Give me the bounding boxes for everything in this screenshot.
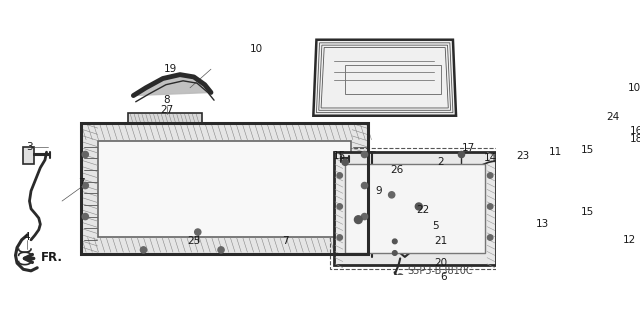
Circle shape — [195, 229, 201, 235]
Bar — [128, 113, 202, 123]
Text: 22: 22 — [416, 205, 429, 215]
Circle shape — [415, 203, 422, 210]
Polygon shape — [133, 75, 211, 95]
Text: 15: 15 — [581, 145, 595, 155]
Text: 3: 3 — [26, 142, 33, 152]
Bar — [367, 183, 377, 218]
Circle shape — [337, 173, 342, 178]
Text: 17: 17 — [462, 143, 475, 153]
Circle shape — [524, 158, 531, 166]
Circle shape — [362, 151, 367, 158]
Circle shape — [355, 216, 362, 224]
Text: 26: 26 — [390, 165, 404, 175]
Bar — [81, 123, 369, 254]
Circle shape — [342, 159, 348, 165]
Circle shape — [611, 227, 618, 233]
Circle shape — [362, 214, 367, 220]
Text: 10: 10 — [250, 44, 262, 54]
Text: 11: 11 — [548, 147, 562, 157]
Circle shape — [593, 120, 601, 127]
Text: 6: 6 — [440, 272, 447, 282]
Text: S5P3-B3810C: S5P3-B3810C — [408, 266, 473, 276]
Text: 5: 5 — [433, 221, 439, 231]
Circle shape — [362, 182, 367, 189]
Text: 10: 10 — [628, 83, 640, 93]
Circle shape — [337, 235, 342, 240]
Bar — [81, 123, 369, 254]
Circle shape — [337, 204, 342, 209]
Polygon shape — [314, 40, 456, 116]
Bar — [333, 152, 497, 265]
Bar — [23, 147, 34, 164]
Text: 4: 4 — [24, 232, 31, 242]
Circle shape — [388, 192, 395, 198]
Circle shape — [82, 182, 88, 189]
Bar — [99, 141, 351, 237]
Text: 14: 14 — [484, 153, 497, 163]
Circle shape — [488, 204, 493, 209]
Circle shape — [580, 214, 586, 220]
Circle shape — [500, 154, 508, 161]
Text: 16: 16 — [629, 126, 640, 136]
Bar — [345, 164, 484, 253]
Text: 20: 20 — [434, 258, 447, 268]
Text: 9: 9 — [375, 186, 382, 196]
Text: 21: 21 — [434, 236, 447, 246]
Circle shape — [392, 251, 397, 255]
Bar — [601, 195, 628, 237]
Circle shape — [82, 214, 88, 220]
Circle shape — [458, 151, 465, 158]
Circle shape — [397, 274, 403, 280]
Text: 18: 18 — [629, 134, 640, 144]
Circle shape — [611, 198, 618, 204]
Circle shape — [392, 239, 397, 244]
Circle shape — [488, 235, 493, 240]
Text: 2: 2 — [437, 157, 444, 167]
Text: 23: 23 — [516, 151, 529, 161]
Bar — [330, 148, 500, 268]
Bar — [384, 235, 406, 265]
Circle shape — [488, 173, 493, 178]
Text: 15: 15 — [333, 151, 346, 161]
Text: 15: 15 — [581, 207, 595, 217]
Text: 7: 7 — [78, 178, 84, 188]
Circle shape — [140, 247, 147, 253]
Circle shape — [82, 151, 88, 158]
Circle shape — [580, 154, 586, 161]
Text: 7: 7 — [282, 236, 289, 246]
Text: 8: 8 — [163, 95, 170, 105]
Text: FR.: FR. — [41, 251, 63, 264]
Text: 25: 25 — [188, 236, 200, 246]
Text: 27: 27 — [160, 105, 173, 115]
Text: 19: 19 — [164, 64, 177, 74]
Text: 24: 24 — [606, 112, 620, 122]
Text: 13: 13 — [536, 219, 550, 229]
Text: 12: 12 — [623, 235, 636, 245]
Circle shape — [218, 247, 224, 253]
